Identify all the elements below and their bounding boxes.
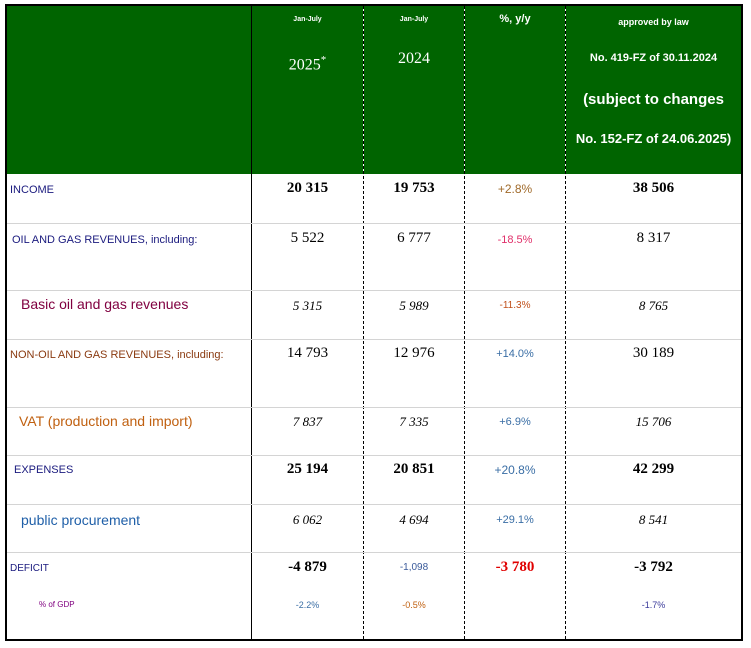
vat-law: 15 706	[635, 414, 672, 429]
header-2024-year: 2024	[398, 50, 430, 67]
budget-table: Jan-July 2025* Jan-July 2024 %, y/y appr…	[5, 4, 743, 641]
row-label-deficit: DEFICIT	[10, 563, 49, 574]
column-divider	[565, 6, 566, 639]
column-divider	[464, 6, 465, 639]
row-divider	[7, 504, 741, 505]
row-divider	[7, 339, 741, 340]
row-label-vat: VAT (production and import)	[19, 413, 193, 429]
deficit-yoy: -3 780	[495, 559, 535, 575]
header-2025-year: 2025*	[288, 54, 327, 74]
expenses-yoy: +20.8%	[494, 463, 536, 477]
row-label-income: INCOME	[10, 184, 54, 196]
vat-2025: 7 837	[292, 414, 323, 429]
row-label-basic-oil-gas: Basic oil and gas revenues	[21, 296, 189, 312]
row-divider	[7, 552, 741, 553]
table-header	[7, 6, 741, 174]
oil-gas-yoy: -18.5%	[497, 234, 533, 246]
header-law-line2: No. 419-FZ of 30.11.2024	[589, 52, 718, 64]
procurement-2024: 4 694	[399, 512, 429, 527]
non-oil-gas-yoy: +14.0%	[496, 348, 534, 360]
basic-oil-gas-2024: 5 989	[399, 298, 429, 313]
row-label-oil-gas: OIL AND GAS REVENUES, including:	[12, 234, 198, 246]
header-law-line1: approved by law	[618, 17, 689, 27]
expenses-2024: 20 851	[393, 461, 435, 477]
non-oil-gas-2024: 12 976	[393, 345, 435, 361]
expenses-2025: 25 194	[286, 461, 329, 477]
header-law-line4: No. 152-FZ of 24.06.2025)	[575, 131, 732, 146]
header-yoy: %, y/y	[499, 13, 531, 25]
non-oil-gas-law: 30 189	[632, 345, 675, 361]
column-divider	[251, 6, 252, 639]
row-divider	[7, 407, 741, 408]
expenses-law: 42 299	[632, 461, 675, 477]
deficit-2024: -1,098	[399, 562, 429, 573]
non-oil-gas-2025: 14 793	[286, 345, 329, 361]
row-divider	[7, 455, 741, 456]
oil-gas-2024: 6 777	[397, 230, 431, 246]
oil-gas-law: 8 317	[636, 230, 671, 246]
basic-oil-gas-yoy: -11.3%	[499, 300, 531, 311]
oil-gas-2025: 5 522	[290, 230, 325, 246]
income-2024: 19 753	[393, 180, 435, 196]
procurement-yoy: +29.1%	[496, 514, 534, 526]
row-label-expenses: EXPENSES	[14, 464, 74, 476]
procurement-2025: 6 062	[292, 512, 323, 527]
row-divider	[7, 290, 741, 291]
header-2025-period: Jan-July	[293, 16, 322, 23]
header-law-line3: (subject to changes	[583, 91, 724, 108]
basic-oil-gas-2025: 5 315	[292, 298, 323, 313]
vat-yoy: +6.9%	[499, 416, 531, 428]
row-divider	[7, 223, 741, 224]
pct-gdp-law: -1.7%	[641, 600, 666, 610]
procurement-law: 8 541	[638, 512, 669, 527]
row-label-non-oil-gas: NON-OIL AND GAS REVENUES, including:	[10, 349, 224, 361]
pct-gdp-2025: -2.2%	[295, 600, 320, 610]
vat-2024: 7 335	[399, 414, 429, 429]
income-yoy: +2.8%	[497, 182, 533, 196]
row-label-pct-gdp: % of GDP	[39, 600, 75, 609]
income-law: 38 506	[632, 180, 675, 196]
basic-oil-gas-law: 8 765	[638, 298, 669, 313]
column-divider	[363, 6, 364, 639]
pct-gdp-2024: -0.5%	[402, 600, 426, 610]
income-2025: 20 315	[286, 180, 329, 196]
deficit-law: -3 792	[634, 559, 673, 575]
header-2024-period: Jan-July	[399, 16, 429, 23]
row-label-public-procurement: public procurement	[21, 512, 141, 528]
deficit-2025: -4 879	[288, 559, 327, 575]
